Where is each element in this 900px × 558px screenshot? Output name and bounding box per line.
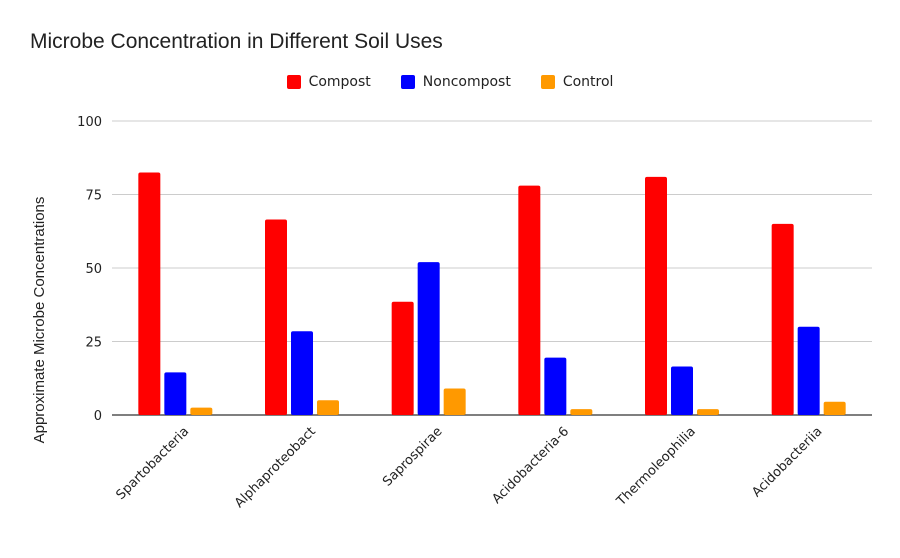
bar-noncompost-0[interactable]: [164, 372, 187, 415]
legend-item-noncompost[interactable]: Noncompost: [400, 74, 511, 90]
bar-control-4[interactable]: [697, 409, 719, 415]
legend-label-compost: Compost: [308, 74, 371, 90]
bar-compost-5[interactable]: [771, 223, 794, 415]
legend-swatch-control: [540, 75, 555, 89]
y-tick-label: 75: [85, 189, 102, 204]
y-axis-title: Approximate Microbe Concentrations: [31, 197, 48, 444]
chart-legend: Compost Noncompost Control: [0, 74, 900, 90]
x-tick-label: Thermoleophilia: [613, 424, 698, 509]
bar-noncompost-1[interactable]: [291, 331, 313, 415]
bar-noncompost-3[interactable]: [544, 357, 567, 415]
x-tick-label: Alphaproteobact: [232, 424, 319, 511]
y-tick-label: 50: [85, 262, 102, 277]
y-tick-label: 0: [94, 409, 102, 424]
bar-compost-1[interactable]: [265, 219, 287, 415]
legend-item-control[interactable]: Control: [540, 74, 614, 90]
bar-noncompost-2[interactable]: [417, 262, 440, 415]
x-tick-label: Spartobacteria: [113, 424, 192, 503]
legend-label-noncompost: Noncompost: [422, 74, 511, 90]
bar-control-3[interactable]: [570, 409, 593, 415]
bar-compost-0[interactable]: [138, 172, 161, 415]
bar-noncompost-5[interactable]: [797, 326, 820, 415]
bar-noncompost-4[interactable]: [671, 366, 693, 415]
y-tick-label: 25: [85, 336, 102, 351]
y-tick-label: 100: [77, 115, 102, 130]
bar-compost-2[interactable]: [391, 301, 414, 415]
gridlines: [112, 120, 872, 416]
x-tick-label: Acidobacteriia: [749, 424, 825, 500]
bar-compost-3[interactable]: [518, 185, 541, 415]
legend-label-control: Control: [562, 74, 614, 90]
legend-swatch-compost: [286, 75, 301, 89]
legend-item-compost[interactable]: Compost: [286, 74, 371, 90]
bars: [138, 172, 846, 415]
legend-swatch-noncompost: [400, 75, 415, 89]
bar-control-2[interactable]: [443, 388, 466, 415]
x-axis-labels: Spartobacteria Alphaproteobact Saprospirae…: [113, 424, 825, 511]
x-tick-label: Acidobacteria-6: [489, 424, 572, 507]
x-tick-label: Saprospirae: [380, 424, 445, 489]
bar-compost-4[interactable]: [645, 176, 667, 415]
bar-control-0[interactable]: [190, 407, 213, 415]
bar-control-1[interactable]: [317, 400, 339, 415]
y-axis-ticks: 0 25 50 75 100: [77, 115, 102, 424]
chart-title: Microbe Concentration in Different Soil …: [30, 30, 443, 53]
bar-control-5[interactable]: [823, 401, 846, 415]
